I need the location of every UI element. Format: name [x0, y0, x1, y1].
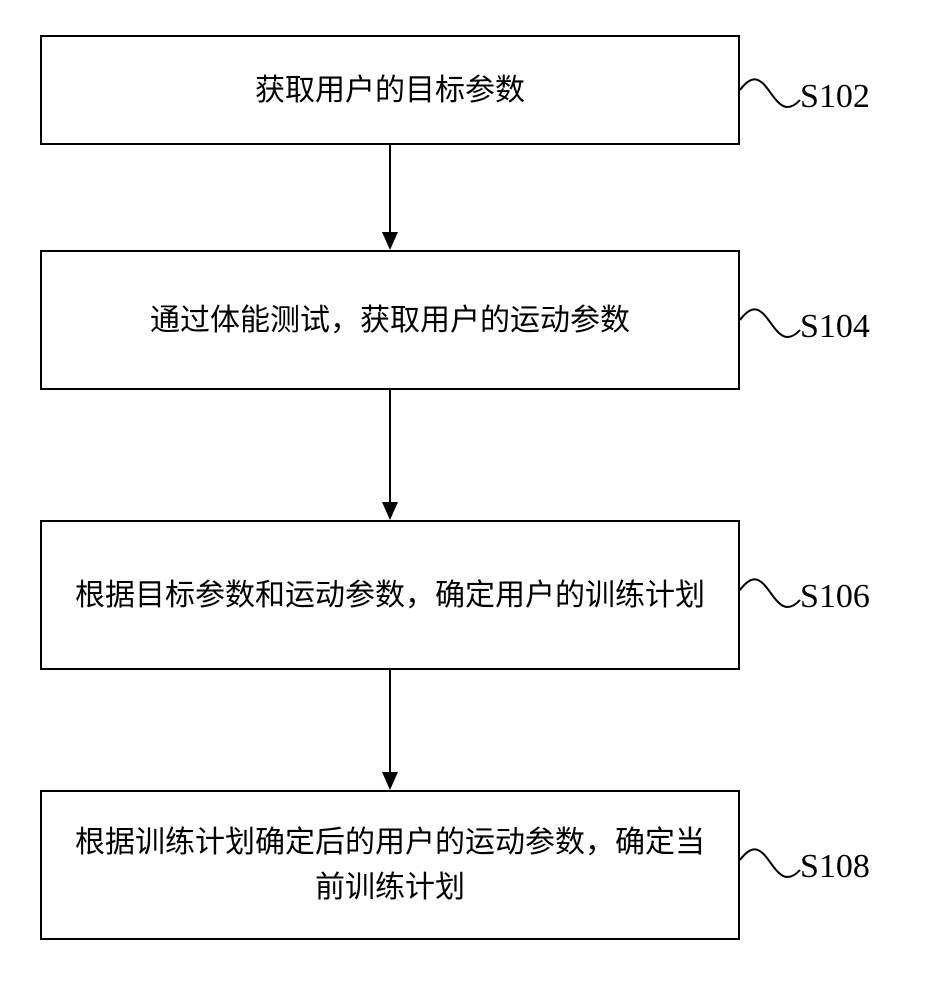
label-text: S108	[800, 848, 870, 885]
step-label-s108: S108	[800, 848, 870, 886]
connector-s108	[0, 0, 933, 1000]
